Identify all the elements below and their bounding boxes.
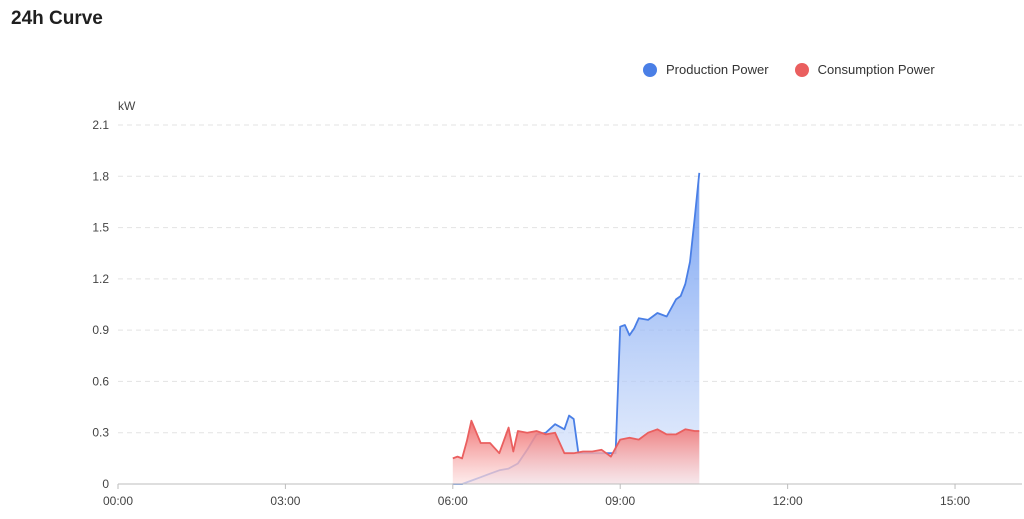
y-tick-label: 1.5 [92, 221, 109, 235]
x-tick-label: 09:00 [605, 494, 635, 508]
chart-title: 24h Curve [11, 8, 103, 29]
y-tick-label: 0.6 [92, 374, 109, 388]
legend: Production Power Consumption Power [643, 62, 935, 77]
y-tick-label: 0 [102, 477, 109, 491]
consumption-line [452, 419, 700, 460]
y-tick-label: 0.3 [92, 426, 109, 440]
y-tick-label: 1.2 [92, 272, 109, 286]
legend-item-production[interactable]: Production Power [643, 62, 769, 77]
production-legend-dot [643, 62, 657, 77]
consumption-legend-dot [794, 62, 809, 77]
y-tick-label: 1.8 [92, 169, 109, 183]
series-layer [452, 172, 701, 485]
x-tick-label: 03:00 [270, 494, 300, 508]
axes: 0 0.3 0.6 0.9 1.2 1.5 1.8 2.1 00:00 03:00 06:00 09:… [92, 118, 1022, 508]
x-tick-label: 00:00 [103, 494, 133, 508]
grid-lines [118, 124, 1022, 434]
x-tick-label: 12:00 [773, 494, 803, 508]
production-area [452, 172, 700, 484]
x-tick-label: 15:00 [940, 494, 970, 508]
legend-item-consumption[interactable]: Consumption Power [794, 62, 935, 77]
y-tick-label: 2.1 [92, 118, 109, 132]
legend-label-production: Production Power [666, 62, 769, 77]
legend-label-consumption: Consumption Power [817, 62, 935, 77]
y-tick-label: 0.9 [92, 323, 109, 337]
y-axis-unit: kW [118, 99, 136, 113]
x-tick-label: 06:00 [438, 494, 468, 508]
consumption-area [452, 420, 700, 484]
